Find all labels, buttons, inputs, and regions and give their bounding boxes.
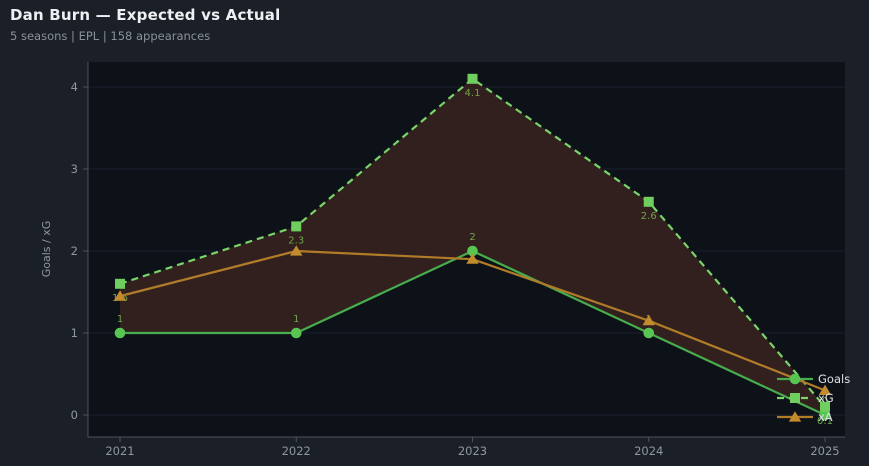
y-tick-label: 2 (71, 244, 78, 258)
x-tick-label: 2022 (282, 444, 311, 458)
goals-value-label: 0 (822, 396, 828, 407)
x-tick-label: 2024 (634, 444, 663, 458)
xg-marker (291, 221, 302, 232)
xg-marker (820, 401, 830, 412)
legend-entry-xg: xG (777, 391, 834, 405)
goals-marker (819, 409, 831, 421)
y-tick-label: 0 (71, 408, 78, 422)
goals-marker (114, 327, 126, 339)
xg-line (119, 77, 826, 408)
legend-label: xA (818, 410, 833, 424)
xg-value-label: 2.6 (641, 211, 657, 222)
series-xa (113, 245, 832, 395)
legend-entry-goals: Goals (777, 372, 850, 386)
goals-marker (290, 327, 302, 339)
xa-marker (642, 314, 655, 326)
legend: Goals xG xA (777, 372, 850, 424)
chart-header: Dan Burn — Expected vs Actual 5 seasons … (10, 6, 280, 43)
goals-value-label: 2 (469, 232, 475, 243)
xa-marker (290, 245, 303, 256)
x-tick-label: 2021 (105, 444, 134, 458)
xa-marker (113, 290, 127, 301)
xa-marker (466, 253, 479, 264)
xg-value-label: 2.3 (288, 235, 304, 246)
legend-square-icon (790, 393, 800, 403)
xg-value-label: 4.1 (465, 88, 481, 99)
xg-marker (467, 73, 478, 84)
goals-marker (467, 245, 478, 257)
goals-marker (643, 327, 655, 339)
legend-label: xG (818, 391, 834, 405)
goals-value-label: 1 (293, 314, 299, 325)
goals-value-label: 1 (117, 314, 123, 325)
xg-marker (643, 196, 654, 207)
legend-circle-icon (789, 373, 801, 385)
xa-marker (818, 384, 832, 395)
y-tick-label: 4 (71, 80, 78, 94)
xg-value-label: 0.1 (817, 416, 833, 427)
y-tick-label: 1 (71, 326, 78, 340)
y-tick-label: 3 (71, 162, 78, 176)
legend-entry-xa: xA (777, 410, 833, 424)
x-tick-label: 2025 (810, 444, 839, 458)
legend-triangle-icon (788, 411, 802, 422)
chart-title: Dan Burn — Expected vs Actual (10, 6, 281, 24)
y-axis-label: Goals / xG (40, 221, 53, 278)
series-goals: 11210 (114, 232, 831, 421)
chart-subtitle: 5 seasons | EPL | 158 appearances (10, 29, 211, 43)
legend-label: Goals (818, 372, 850, 386)
x-tick-label: 2023 (458, 444, 487, 458)
xg-marker (115, 278, 125, 289)
